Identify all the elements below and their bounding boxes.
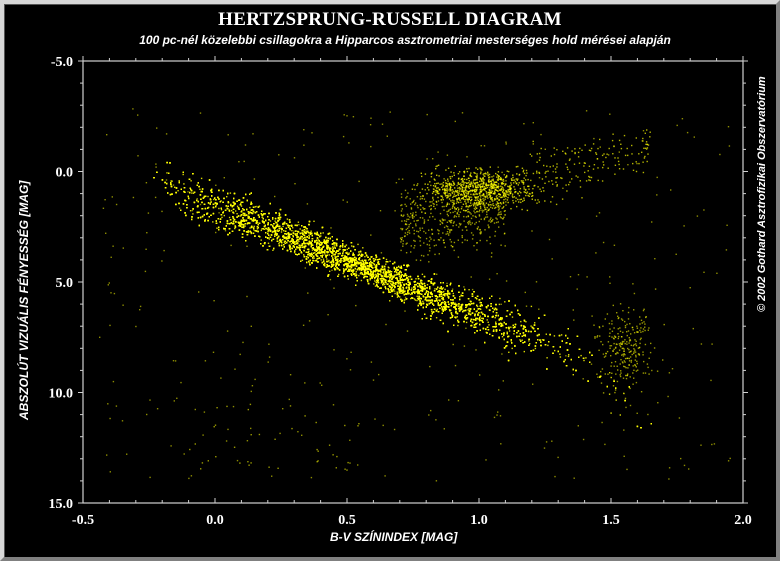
x-tick-label: -0.5 (72, 513, 94, 528)
x-tick-label: 1.0 (470, 513, 488, 528)
x-tick-label: 0.5 (338, 513, 356, 528)
y-tick-label: 0.0 (56, 166, 74, 181)
y-axis-title: ABSZOLÚT VIZUÁLIS FÉNYESSÉG [MAG] (16, 180, 31, 421)
x-tick-label: 1.5 (602, 513, 620, 528)
scatter-points (99, 108, 731, 482)
x-tick-label: 0.0 (206, 513, 224, 528)
x-axis-title: B-V SZÍNINDEX [MAG] (330, 529, 458, 544)
axes: -0.5 0.0 0.5 1.0 1.5 2.0 -5.0 0.0 5.0 10.0 15.0 (49, 55, 752, 528)
chart-subtitle: 100 pc-nél közelebbi csillagokra a Hippa… (139, 33, 671, 47)
y-tick-label: -5.0 (51, 55, 73, 70)
chart-title: HERTZSPRUNG-RUSSELL DIAGRAM (218, 9, 562, 30)
y-tick-label: 15.0 (49, 497, 74, 512)
y-tick-label: 10.0 (49, 387, 74, 402)
y-tick-label: 5.0 (56, 276, 74, 291)
copyright-annotation: © 2002 Gothard Asztrofizikai Obszervatór… (756, 76, 768, 312)
x-tick-label: 2.0 (734, 513, 752, 528)
